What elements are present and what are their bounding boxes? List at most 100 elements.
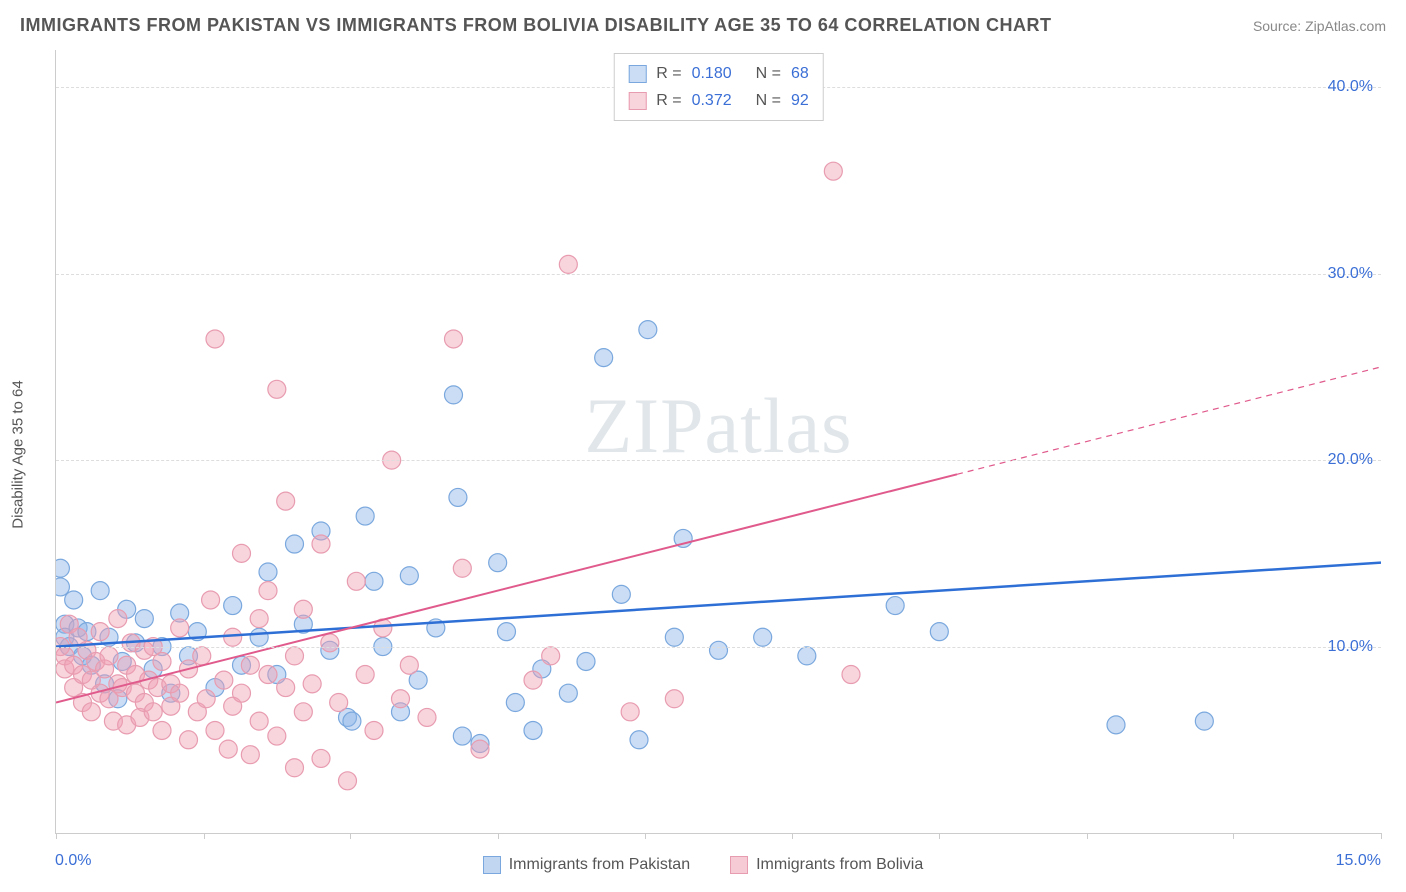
data-point-pakistan (224, 597, 242, 615)
data-point-bolivia (250, 610, 268, 628)
data-point-pakistan (886, 597, 904, 615)
data-point-bolivia (294, 600, 312, 618)
x-tick (204, 833, 205, 839)
n-label: N = (756, 60, 781, 87)
data-point-bolivia (559, 255, 577, 273)
data-point-bolivia (180, 731, 198, 749)
data-point-bolivia (171, 684, 189, 702)
data-point-pakistan (356, 507, 374, 525)
data-point-bolivia (286, 759, 304, 777)
x-tick (1087, 833, 1088, 839)
legend-item: Immigrants from Pakistan (483, 856, 690, 874)
data-point-bolivia (453, 559, 471, 577)
data-point-pakistan (445, 386, 463, 404)
data-point-bolivia (233, 684, 251, 702)
data-point-bolivia (621, 703, 639, 721)
data-point-bolivia (206, 330, 224, 348)
correlation-row-bolivia: R = 0.372 N = 92 (628, 87, 809, 114)
data-point-pakistan (710, 641, 728, 659)
data-point-bolivia (321, 634, 339, 652)
data-point-bolivia (268, 380, 286, 398)
r-value: 0.372 (692, 87, 732, 114)
data-point-bolivia (259, 582, 277, 600)
data-point-bolivia (471, 740, 489, 758)
data-point-pakistan (1195, 712, 1213, 730)
data-point-pakistan (577, 652, 595, 670)
data-point-bolivia (365, 721, 383, 739)
data-point-bolivia (241, 746, 259, 764)
grid-line (56, 274, 1381, 275)
trend-line-pakistan (56, 563, 1381, 647)
data-point-bolivia (347, 572, 365, 590)
data-point-pakistan (135, 610, 153, 628)
data-point-bolivia (356, 666, 374, 684)
y-axis-label: Disability Age 35 to 64 (10, 380, 27, 528)
data-point-bolivia (206, 721, 224, 739)
data-point-pakistan (259, 563, 277, 581)
x-tick (1233, 833, 1234, 839)
data-point-bolivia (294, 703, 312, 721)
data-point-pakistan (65, 591, 83, 609)
data-point-bolivia (224, 628, 242, 646)
data-point-bolivia (524, 671, 542, 689)
n-label: N = (756, 87, 781, 114)
legend-label: Immigrants from Bolivia (756, 856, 923, 874)
data-point-pakistan (1107, 716, 1125, 734)
y-tick-label: 10.0% (1328, 638, 1373, 656)
chart-title: IMMIGRANTS FROM PAKISTAN VS IMMIGRANTS F… (20, 15, 1052, 36)
data-point-bolivia (339, 772, 357, 790)
data-point-bolivia (241, 656, 259, 674)
correlation-row-pakistan: R =0.180N =68 (628, 60, 809, 87)
n-value: 92 (791, 87, 809, 114)
y-tick-label: 40.0% (1328, 78, 1373, 96)
data-point-bolivia (250, 712, 268, 730)
x-tick (939, 833, 940, 839)
data-point-bolivia (202, 591, 220, 609)
r-label: R = (656, 87, 681, 114)
data-point-pakistan (400, 567, 418, 585)
series-legend: Immigrants from Pakistan Immigrants from … (0, 856, 1406, 874)
data-point-bolivia (259, 666, 277, 684)
y-tick-label: 20.0% (1328, 451, 1373, 469)
data-point-pakistan (754, 628, 772, 646)
data-point-bolivia (82, 703, 100, 721)
data-point-pakistan (343, 712, 361, 730)
grid-line (56, 647, 1381, 648)
x-tick (792, 833, 793, 839)
data-point-pakistan (630, 731, 648, 749)
data-point-pakistan (250, 628, 268, 646)
data-point-bolivia (109, 610, 127, 628)
x-tick (350, 833, 351, 839)
data-point-pakistan (506, 694, 524, 712)
data-point-bolivia (312, 749, 330, 767)
data-point-pakistan (56, 559, 69, 577)
data-point-bolivia (330, 694, 348, 712)
data-point-bolivia (153, 652, 171, 670)
legend-item: Immigrants from Bolivia (730, 856, 923, 874)
grid-line (56, 460, 1381, 461)
y-tick-label: 30.0% (1328, 265, 1373, 283)
data-point-bolivia (842, 666, 860, 684)
chart-svg (56, 50, 1381, 833)
x-tick (645, 833, 646, 839)
data-point-bolivia (100, 647, 118, 665)
data-point-pakistan (453, 727, 471, 745)
data-point-bolivia (215, 671, 233, 689)
data-point-pakistan (524, 721, 542, 739)
r-label: R = (656, 60, 681, 87)
data-point-pakistan (365, 572, 383, 590)
data-point-pakistan (665, 628, 683, 646)
data-point-pakistan (449, 488, 467, 506)
legend-label: Immigrants from Pakistan (509, 856, 690, 874)
legend-swatch (730, 856, 748, 874)
data-point-pakistan (286, 535, 304, 553)
scatter-chart: ZIPatlas R =0.180N =68R =0.372N =92 10.0… (55, 50, 1381, 834)
data-point-bolivia (286, 647, 304, 665)
trend-line-dashed-bolivia (957, 367, 1381, 474)
data-point-bolivia (193, 647, 211, 665)
x-tick (1381, 833, 1382, 839)
source-attribution: Source: ZipAtlas.com (1253, 18, 1386, 34)
data-point-bolivia (824, 162, 842, 180)
data-point-bolivia (197, 690, 215, 708)
data-point-bolivia (219, 740, 237, 758)
